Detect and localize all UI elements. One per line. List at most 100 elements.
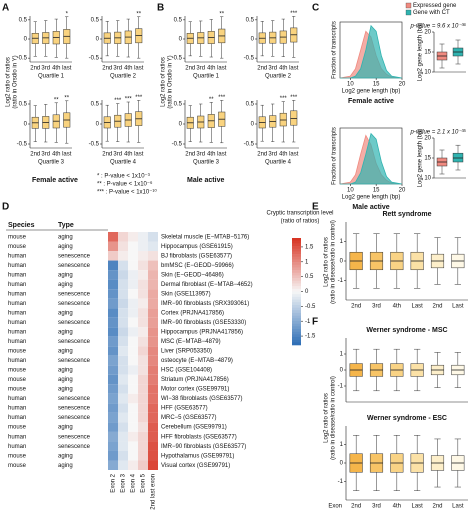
panel-letter: F <box>312 317 318 328</box>
colorbar-tick-label: -1 <box>305 319 311 325</box>
heat-cell <box>138 270 148 280</box>
panel-letter: C <box>312 3 319 14</box>
x-tick-label: 4th <box>52 152 60 158</box>
colorbar-title: Cryptic transcription level <box>266 211 333 217</box>
heat-cell <box>138 289 148 299</box>
heat-cell <box>138 431 148 442</box>
colorbar-step <box>292 259 301 263</box>
heat-cell <box>128 450 138 461</box>
heat-cell <box>128 393 138 404</box>
heat-cell <box>128 308 138 318</box>
y-axis-label: Fraction of transcripts <box>332 127 338 185</box>
x-axis-label: Log2 gene length (bp) <box>342 195 401 201</box>
species: mouse <box>8 425 27 431</box>
x-tick-label: 4th <box>393 504 401 510</box>
heat-cell <box>118 403 128 413</box>
heat-cell <box>128 298 138 309</box>
row-label: osteocyte (E−MTAB−4879) <box>161 358 233 364</box>
species: human <box>8 406 26 412</box>
heat-cell <box>128 289 138 299</box>
y-tick-label: 0.5 <box>174 102 183 108</box>
heat-cell <box>108 393 118 404</box>
type: aging <box>58 349 73 355</box>
heat-cell <box>128 365 138 375</box>
row-label: Visual cortex (GSE99791) <box>161 463 230 469</box>
heat-cell <box>128 260 138 271</box>
heat-cell <box>118 450 128 461</box>
colorbar-step <box>292 331 301 335</box>
significance: ** <box>136 11 141 17</box>
heat-cell <box>118 251 128 261</box>
type: senescence <box>58 339 91 345</box>
x-tick-label: 2nd <box>30 152 40 158</box>
heat-cell <box>118 298 128 309</box>
chart-title: Quartile 1 <box>193 74 220 80</box>
colorbar-step <box>292 342 301 346</box>
y-tick-label: -0.5 <box>17 142 28 148</box>
heat-cell <box>138 336 148 347</box>
x-tick-label: 2nd <box>30 66 40 72</box>
x-tick-label: 10 <box>347 188 354 194</box>
heat-cell <box>148 460 158 470</box>
heat-cell <box>128 422 138 432</box>
heat-cell <box>148 298 158 309</box>
type: aging <box>58 282 73 288</box>
x-tick-label: 3rd <box>41 66 50 72</box>
x-tick-label: last <box>289 152 299 158</box>
heat-cell <box>108 355 118 366</box>
row-label: MRC−5 (GSE63577) <box>161 415 217 421</box>
type: aging <box>58 244 73 250</box>
x-tick-label: 4th <box>279 152 287 158</box>
heat-cell <box>148 279 158 290</box>
colorbar-step <box>292 318 301 322</box>
colorbar-tick-label: 1.5 <box>305 244 314 250</box>
heat-cell <box>148 317 158 328</box>
y-tick-label: -1 <box>338 384 344 390</box>
colorbar-step <box>292 302 301 306</box>
row-label: Cerebellum (GSE99791) <box>161 425 227 431</box>
heat-cell <box>108 232 118 242</box>
column-header: Species <box>8 222 35 229</box>
heat-cell <box>148 431 158 442</box>
x-tick-label: 4th <box>393 304 401 310</box>
y-axis-label: Log2 ratio of ratios <box>324 237 330 287</box>
chart-title: Werner syndrome - MSC <box>366 327 447 334</box>
species: human <box>8 301 26 307</box>
species: human <box>8 263 26 269</box>
y-tick-label: -0.5 <box>17 56 28 62</box>
x-tick-label: 2nd <box>102 66 112 72</box>
column-label: Exon 2 <box>111 473 117 492</box>
heat-cell <box>118 270 128 280</box>
x-tick-label: 3rd <box>268 66 277 72</box>
x-tick-label: 20 <box>399 188 406 194</box>
heat-cell <box>118 232 128 242</box>
y-tick-label: 0 <box>179 122 183 128</box>
row-label: Hippocampus (GSE61915) <box>161 244 233 250</box>
x-tick-label: Last <box>411 304 423 310</box>
heat-cell <box>128 346 138 356</box>
heat-cell <box>138 374 148 385</box>
heat-cell <box>128 336 138 347</box>
heat-cell <box>138 327 148 337</box>
heat-cell <box>138 422 148 432</box>
heat-cell <box>138 393 148 404</box>
legend-note: ** : P-value < 1x10⁻⁶ <box>97 181 153 188</box>
y-tick-label: 1 <box>340 442 344 448</box>
heat-cell <box>148 384 158 394</box>
chart-title: Quartile 2 <box>265 74 292 80</box>
colorbar-step <box>292 254 301 258</box>
x-tick-label: Last <box>452 504 464 510</box>
heat-cell <box>128 355 138 366</box>
column-label: Exon 5 <box>141 473 147 492</box>
y-tick-label: -1 <box>338 479 344 485</box>
heat-cell <box>118 346 128 356</box>
heat-cell <box>118 327 128 337</box>
heat-cell <box>148 251 158 261</box>
y-tick-label: 0.5 <box>246 102 255 108</box>
panel-letter: D <box>2 202 9 213</box>
legend-label: Gene with CT <box>413 10 450 16</box>
x-tick-label: last <box>217 66 227 72</box>
heat-cell <box>128 317 138 328</box>
heat-cell <box>128 441 138 451</box>
